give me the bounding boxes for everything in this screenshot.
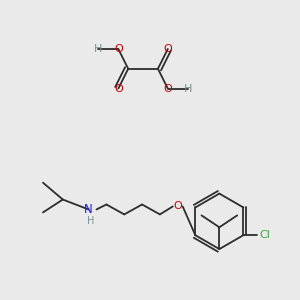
Text: O: O: [114, 44, 123, 54]
Text: O: O: [164, 84, 172, 94]
Text: Cl: Cl: [260, 230, 271, 240]
Text: O: O: [114, 84, 123, 94]
Text: O: O: [164, 44, 172, 54]
Text: H: H: [87, 216, 94, 226]
Text: N: N: [84, 203, 93, 216]
Text: O: O: [173, 202, 182, 212]
Text: H: H: [184, 84, 192, 94]
Text: H: H: [94, 44, 103, 54]
